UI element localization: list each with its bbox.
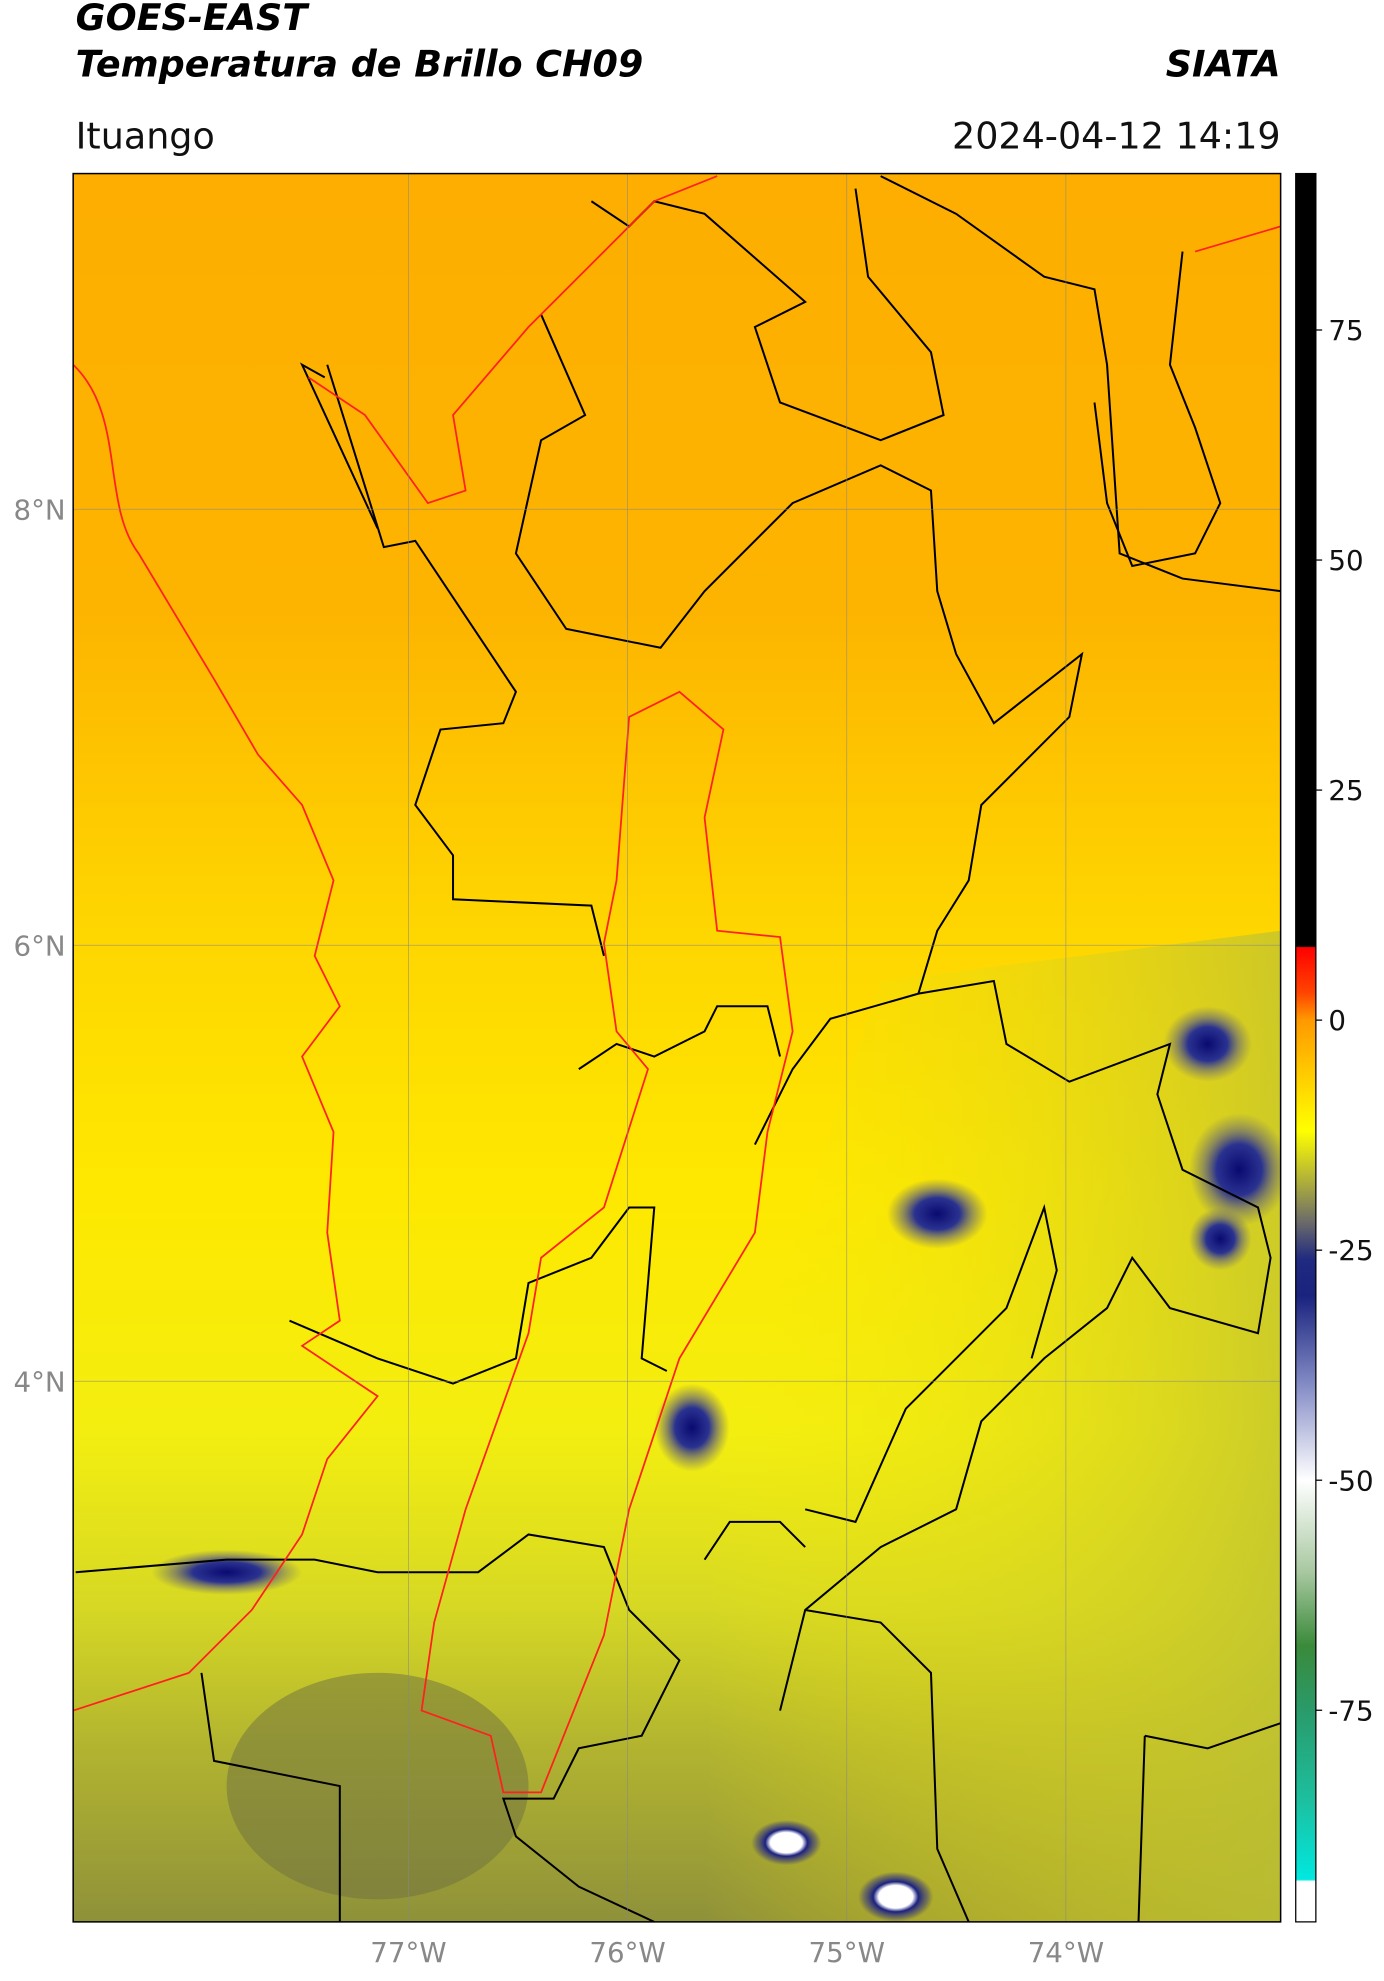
location: Ituango	[76, 114, 215, 157]
cloud	[1188, 1207, 1252, 1271]
brand: SIATA	[1166, 43, 1281, 86]
y-tick-label: 6°N	[14, 929, 66, 962]
x-tick-label: 76°W	[589, 1936, 665, 1969]
map-field-dark	[226, 1672, 529, 1900]
borders	[75, 175, 1281, 1922]
cloud	[751, 1820, 822, 1866]
colorbar-axis: 75 50 25 0 -25 -50 -75	[1315, 314, 1374, 1727]
map	[73, 173, 1281, 1922]
subtitle: Temperatura de Brillo CH09	[76, 43, 644, 86]
coast-and-region	[73, 175, 1281, 1794]
colorbar	[1295, 172, 1317, 1923]
y-tick-label: 8°N	[14, 493, 66, 526]
map-axes: 77°W 76°W 75°W 74°W 4°N 6°N 8°N	[14, 493, 1105, 1969]
header: GOES-EAST Temperatura de Brillo CH09 SIA…	[76, 0, 1281, 157]
grid	[73, 173, 1281, 1922]
map-field-east	[704, 930, 1281, 1922]
y-tick-label: 4°N	[14, 1365, 66, 1398]
cloud	[151, 1549, 303, 1595]
x-tick-label: 74°W	[1028, 1936, 1104, 1969]
colorbar-tick-label: 75	[1328, 314, 1363, 347]
colorbar-tick-label: -25	[1328, 1234, 1373, 1267]
x-tick-label: 77°W	[370, 1936, 446, 1969]
colorbar-tick-label: 50	[1328, 544, 1363, 577]
colorbar-tick-label: -50	[1328, 1464, 1373, 1497]
x-tick-label: 75°W	[809, 1936, 885, 1969]
cloud	[654, 1383, 730, 1472]
map-frame	[72, 172, 1282, 1923]
colorbar-tick-label: -75	[1328, 1694, 1373, 1727]
title: GOES-EAST	[76, 0, 311, 39]
colorbar-tick-label: 0	[1328, 1004, 1346, 1037]
cloud	[858, 1871, 934, 1922]
colorbar-tick-label: 25	[1328, 774, 1363, 807]
timestamp: 2024-04-12 14:19	[952, 114, 1281, 157]
cloud	[1163, 1006, 1252, 1082]
cloud	[1188, 1113, 1281, 1227]
cloud	[886, 1178, 988, 1249]
